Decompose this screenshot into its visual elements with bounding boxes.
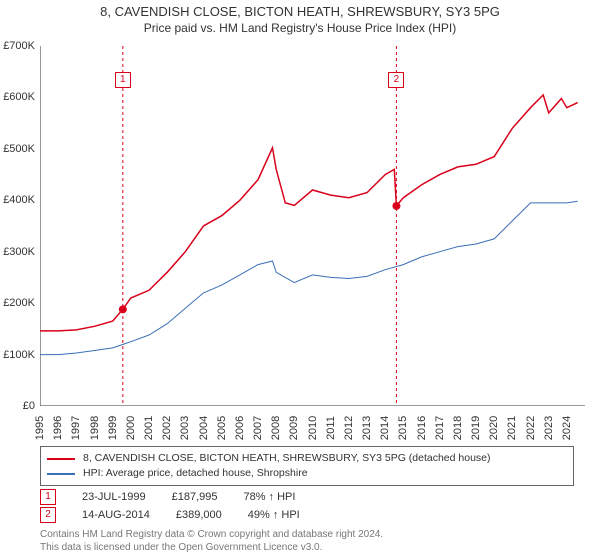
x-tick-label: 2021: [506, 416, 518, 440]
chart-marker-1: 1: [115, 72, 131, 88]
x-tick-label: 2016: [416, 416, 428, 440]
y-tick-label: £500K: [0, 143, 35, 155]
y-tick-label: £200K: [0, 297, 35, 309]
chart-marker-2: 2: [388, 72, 404, 88]
y-tick-label: £100K: [0, 349, 35, 361]
x-tick-label: 2013: [361, 416, 373, 440]
sale-row-2: 2 14-AUG-2014 £389,000 49% ↑ HPI: [40, 506, 300, 524]
x-tick-label: 2007: [252, 416, 264, 440]
x-tick-label: 2005: [216, 416, 228, 440]
x-tick-label: 2011: [325, 416, 337, 440]
legend-label-hpi: HPI: Average price, detached house, Shro…: [83, 466, 308, 481]
x-tick-label: 2009: [288, 416, 300, 440]
plot-area: [40, 46, 585, 406]
sales-list: 1 23-JUL-1999 £187,995 78% ↑ HPI 2 14-AU…: [40, 488, 300, 524]
chart-container: 8, CAVENDISH CLOSE, BICTON HEATH, SHREWS…: [0, 0, 600, 560]
x-tick-label: 1996: [52, 416, 64, 440]
legend: 8, CAVENDISH CLOSE, BICTON HEATH, SHREWS…: [40, 446, 574, 486]
x-tick-label: 1998: [89, 416, 101, 440]
sale-date-1: 23-JUL-1999: [82, 488, 146, 506]
sale-date-2: 14-AUG-2014: [82, 506, 150, 524]
x-tick-label: 2012: [343, 416, 355, 440]
legend-swatch-hpi: [47, 473, 75, 475]
title-line2: Price paid vs. HM Land Registry's House …: [0, 21, 600, 35]
y-tick-label: £300K: [0, 246, 35, 258]
x-tick-label: 1995: [34, 416, 46, 440]
x-tick-label: 2008: [270, 416, 282, 440]
plot-svg: [40, 46, 585, 406]
x-tick-label: 2015: [397, 416, 409, 440]
x-tick-label: 2024: [561, 416, 573, 440]
legend-swatch-property: [47, 458, 75, 460]
y-tick-label: £0: [0, 400, 35, 412]
x-tick-label: 2020: [488, 416, 500, 440]
sale-price-2: £389,000: [176, 506, 222, 524]
x-tick-label: 2006: [234, 416, 246, 440]
x-tick-label: 2014: [379, 416, 391, 440]
x-tick-label: 2004: [198, 416, 210, 440]
x-tick-label: 1997: [70, 416, 82, 440]
x-tick-label: 2019: [470, 416, 482, 440]
x-tick-label: 2000: [125, 416, 137, 440]
x-tick-label: 1999: [107, 416, 119, 440]
titles: 8, CAVENDISH CLOSE, BICTON HEATH, SHREWS…: [0, 4, 600, 35]
x-tick-label: 2002: [161, 416, 173, 440]
sale-price-1: £187,995: [172, 488, 218, 506]
legend-item-property: 8, CAVENDISH CLOSE, BICTON HEATH, SHREWS…: [47, 451, 567, 466]
x-tick-label: 2023: [543, 416, 555, 440]
sale-pct-2: 49% ↑ HPI: [248, 506, 300, 524]
title-line1: 8, CAVENDISH CLOSE, BICTON HEATH, SHREWS…: [0, 4, 600, 19]
sale-marker-1: 1: [40, 489, 56, 505]
x-tick-label: 2003: [179, 416, 191, 440]
footnote-line1: Contains HM Land Registry data © Crown c…: [40, 528, 383, 541]
x-tick-label: 2018: [452, 416, 464, 440]
sale-marker-2: 2: [40, 507, 56, 523]
y-tick-label: £600K: [0, 91, 35, 103]
sale-row-1: 1 23-JUL-1999 £187,995 78% ↑ HPI: [40, 488, 300, 506]
sale-pct-1: 78% ↑ HPI: [243, 488, 295, 506]
y-tick-label: £700K: [0, 40, 35, 52]
footnote-line2: This data is licensed under the Open Gov…: [40, 541, 383, 554]
legend-item-hpi: HPI: Average price, detached house, Shro…: [47, 466, 567, 481]
x-tick-label: 2001: [143, 416, 155, 440]
legend-label-property: 8, CAVENDISH CLOSE, BICTON HEATH, SHREWS…: [83, 451, 491, 466]
footnote: Contains HM Land Registry data © Crown c…: [40, 528, 383, 554]
x-tick-label: 2010: [307, 416, 319, 440]
x-tick-label: 2017: [434, 416, 446, 440]
y-tick-label: £400K: [0, 194, 35, 206]
x-tick-label: 2022: [525, 416, 537, 440]
